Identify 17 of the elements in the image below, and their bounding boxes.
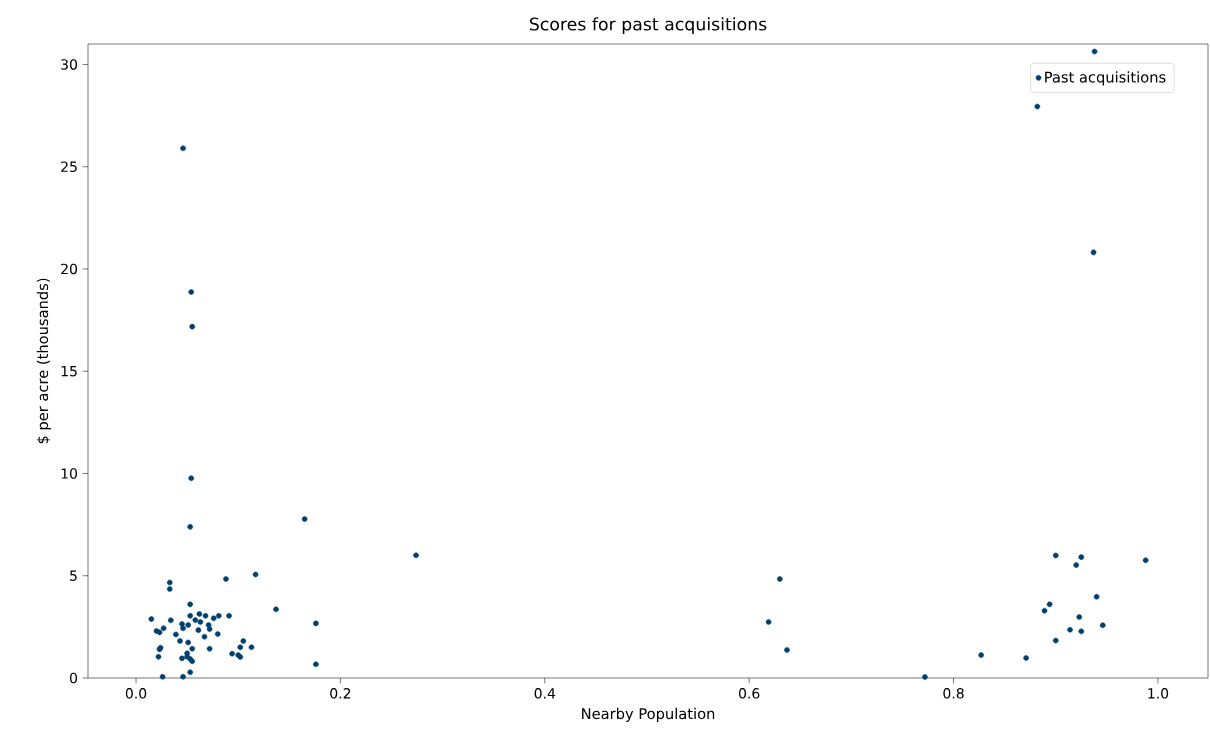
y-tick-label: 20 — [61, 263, 78, 275]
x-tick-label: 0.4 — [534, 688, 556, 699]
x-axis-title: Nearby Population — [582, 707, 715, 722]
y-axis-title: $ per acre (thousands) — [36, 278, 51, 444]
x-tick-label: 0.8 — [943, 688, 964, 699]
y-tick-label: 0 — [69, 672, 78, 684]
y-tick-label: 15 — [61, 366, 77, 377]
x-tick-label: 0.6 — [738, 688, 760, 699]
y-tick-label: 25 — [61, 161, 77, 172]
chart-title: Scores for past acquisitions — [529, 17, 767, 34]
x-tick-label: 0.0 — [125, 688, 147, 699]
y-tick-label: 5 — [70, 570, 77, 581]
x-tick-label: 0.2 — [330, 688, 351, 699]
y-tick-label: 10 — [61, 468, 78, 479]
y-tick-label: 30 — [61, 59, 78, 70]
legend-label: Past acquisitions — [1045, 71, 1166, 86]
x-tick-label: 1.0 — [1148, 688, 1169, 699]
